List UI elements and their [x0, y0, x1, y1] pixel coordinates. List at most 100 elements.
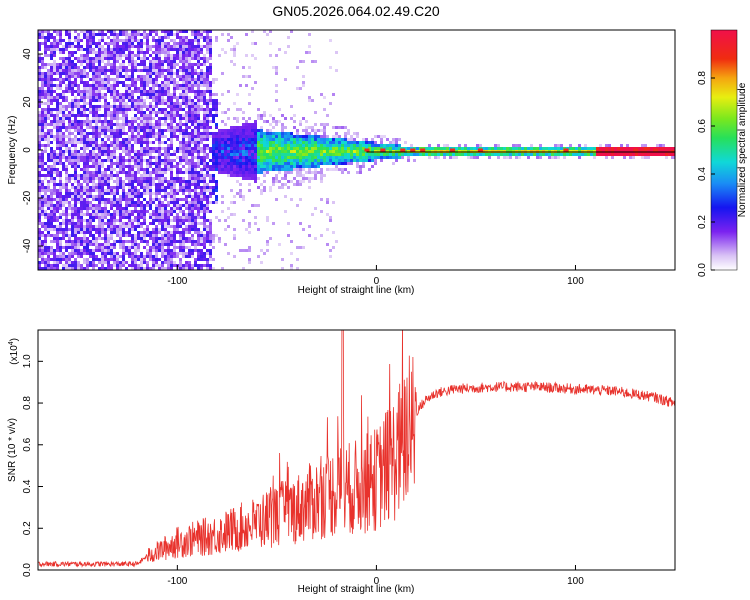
heatmap-cell: [110, 48, 113, 51]
heatmap-cell: [353, 144, 356, 147]
heatmap-cell: [167, 42, 170, 45]
heatmap-cell: [197, 264, 200, 267]
heatmap-cell: [89, 144, 92, 147]
heatmap-cell: [41, 126, 44, 129]
heatmap-cell: [122, 186, 125, 189]
heatmap-cell: [212, 162, 215, 165]
heatmap-cell: [317, 150, 320, 153]
heatmap-cell: [110, 96, 113, 99]
heatmap-cell: [95, 147, 98, 150]
heatmap-cell: [389, 141, 392, 144]
heatmap-cell: [146, 105, 149, 108]
heatmap-cell: [272, 132, 275, 135]
heatmap-cell: [341, 147, 344, 150]
heatmap-cell: [152, 261, 155, 264]
heatmap-cell: [128, 252, 131, 255]
heatmap-cell: [113, 51, 116, 54]
heatmap-cell: [59, 48, 62, 51]
heatmap-cell: [296, 162, 299, 165]
heatmap-cell: [131, 117, 134, 120]
heatmap-cell: [161, 249, 164, 252]
heatmap-cell: [176, 102, 179, 105]
heatmap-cell: [335, 138, 338, 141]
heatmap-cell: [173, 120, 176, 123]
heatmap-cell: [380, 153, 383, 156]
heatmap-cell: [350, 138, 353, 141]
heatmap-cell: [275, 123, 278, 126]
heatmap-cell: [314, 156, 317, 159]
heatmap-cell: [182, 39, 185, 42]
heatmap-cell: [437, 153, 440, 156]
heatmap-cell: [269, 138, 272, 141]
heatmap-cell: [116, 90, 119, 93]
heatmap-cell: [146, 243, 149, 246]
heatmap-cell: [140, 222, 143, 225]
heatmap-cell: [185, 63, 188, 66]
heatmap-cell: [71, 177, 74, 180]
heatmap-cell: [329, 156, 332, 159]
heatmap-cell: [98, 153, 101, 156]
heatmap-cell: [347, 171, 350, 174]
heatmap-cell: [47, 54, 50, 57]
heatmap-cell: [266, 165, 269, 168]
heatmap-cell: [221, 210, 224, 213]
heatmap-cell: [149, 237, 152, 240]
heatmap-cell: [191, 213, 194, 216]
heatmap-cell: [359, 165, 362, 168]
heatmap-cell: [407, 147, 410, 150]
heatmap-cell: [77, 129, 80, 132]
heatmap-cell: [158, 168, 161, 171]
heatmap-cell: [281, 177, 284, 180]
heatmap-cell: [227, 162, 230, 165]
heatmap-cell: [296, 168, 299, 171]
heatmap-cell: [209, 66, 212, 69]
heatmap-cell: [131, 150, 134, 153]
heatmap-cell: [95, 129, 98, 132]
heatmap-cell: [299, 165, 302, 168]
heatmap-cell: [98, 30, 101, 33]
heatmap-cell: [104, 216, 107, 219]
heatmap-cell: [47, 96, 50, 99]
heatmap-cell: [311, 129, 314, 132]
heatmap-cell: [161, 102, 164, 105]
heatmap-cell: [38, 126, 41, 129]
heatmap-cell: [62, 231, 65, 234]
heatmap-cell: [110, 57, 113, 60]
heatmap-cell: [65, 198, 68, 201]
heatmap-cell: [188, 63, 191, 66]
heatmap-cell: [113, 252, 116, 255]
heatmap-cell: [314, 129, 317, 132]
heatmap-cell: [209, 39, 212, 42]
heatmap-cell: [65, 174, 68, 177]
heatmap-cell: [329, 219, 332, 222]
heatmap-cell: [179, 144, 182, 147]
heatmap-cell: [47, 249, 50, 252]
heatmap-cell: [119, 213, 122, 216]
heatmap-cell: [185, 255, 188, 258]
heatmap-cell: [50, 111, 53, 114]
heatmap-cell: [92, 81, 95, 84]
heatmap-cell: [92, 60, 95, 63]
heatmap-cell: [68, 117, 71, 120]
heatmap-cell: [74, 207, 77, 210]
heatmap-cell: [74, 246, 77, 249]
heatmap-cell: [194, 246, 197, 249]
heatmap-cell: [206, 171, 209, 174]
heatmap-cell: [83, 174, 86, 177]
heatmap-cell: [299, 171, 302, 174]
heatmap-cell: [164, 102, 167, 105]
heatmap-cell: [281, 129, 284, 132]
heatmap-cell: [80, 60, 83, 63]
heatmap-cell: [188, 114, 191, 117]
heatmap-cell: [143, 237, 146, 240]
heatmap-cell: [467, 156, 470, 159]
heatmap-cell: [194, 213, 197, 216]
heatmap-cell: [200, 195, 203, 198]
heatmap-cell: [119, 51, 122, 54]
heatmap-cell: [128, 60, 131, 63]
heatmap-cell: [410, 144, 413, 147]
heatmap-cell: [125, 75, 128, 78]
heatmap-cell: [107, 129, 110, 132]
heatmap-cell: [215, 159, 218, 162]
heatmap-cell: [119, 168, 122, 171]
